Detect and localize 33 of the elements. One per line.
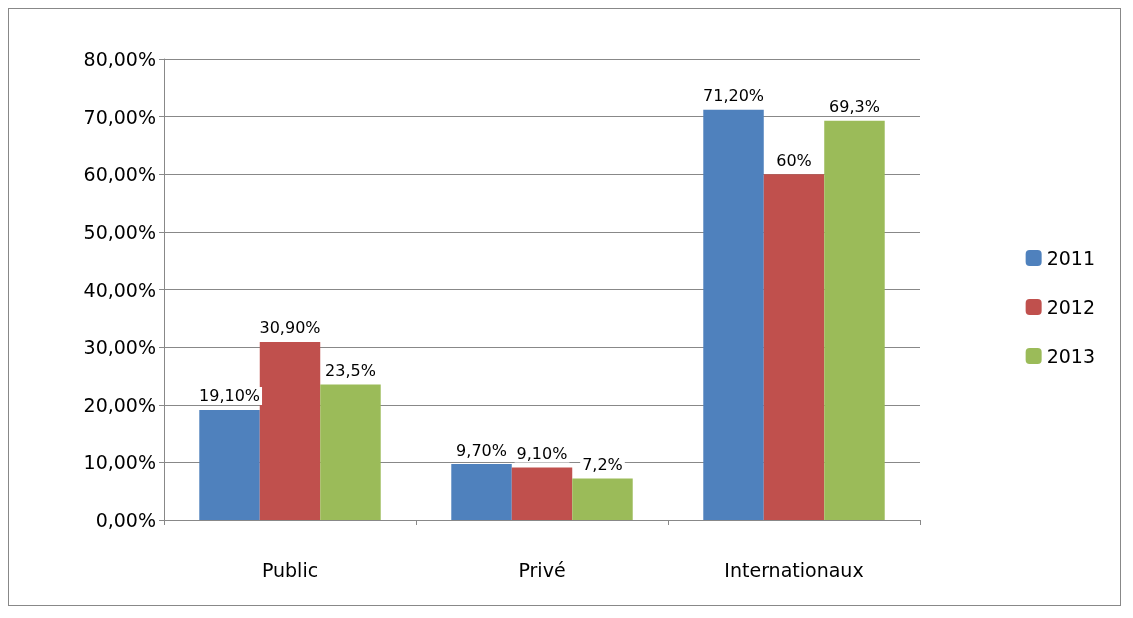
y-tick-label: 50,00%	[83, 220, 156, 243]
data-label: 9,70%	[456, 440, 507, 460]
data-label: 71,20%	[703, 86, 765, 106]
bar	[320, 384, 381, 520]
bar	[259, 341, 321, 520]
x-tick-label: Privé	[518, 558, 566, 581]
data-label: 23,5%	[325, 361, 376, 381]
bar	[703, 109, 764, 520]
data-label: 19,10%	[199, 386, 261, 406]
legend-label: 2013	[1046, 345, 1096, 367]
y-tick-label: 80,00%	[83, 48, 156, 70]
legend-label: 2011	[1046, 247, 1096, 269]
y-tick-label: 10,00%	[83, 451, 156, 474]
bar	[451, 464, 512, 520]
data-label: 9,10%	[516, 444, 568, 464]
bar	[763, 174, 825, 520]
bar	[572, 478, 633, 520]
data-label: 60%	[776, 150, 812, 170]
bar	[824, 120, 885, 520]
legend-label: 2012	[1046, 296, 1096, 318]
x-tick-label: Internationaux	[724, 558, 864, 581]
bar	[511, 467, 573, 520]
y-tick-label: 20,00%	[83, 393, 156, 416]
y-tick-label: 40,00%	[83, 278, 156, 301]
y-tick-label: 60,00%	[83, 163, 156, 186]
y-tick-label: 70,00%	[83, 105, 156, 128]
x-tick-label: Public	[261, 558, 319, 581]
bar	[199, 409, 260, 520]
data-label: 30,90%	[259, 318, 321, 338]
y-tick-label: 0,00%	[95, 509, 156, 531]
data-label: 69,3%	[829, 97, 880, 117]
data-label: 7,2%	[582, 455, 623, 475]
y-tick-label: 30,00%	[83, 336, 156, 359]
